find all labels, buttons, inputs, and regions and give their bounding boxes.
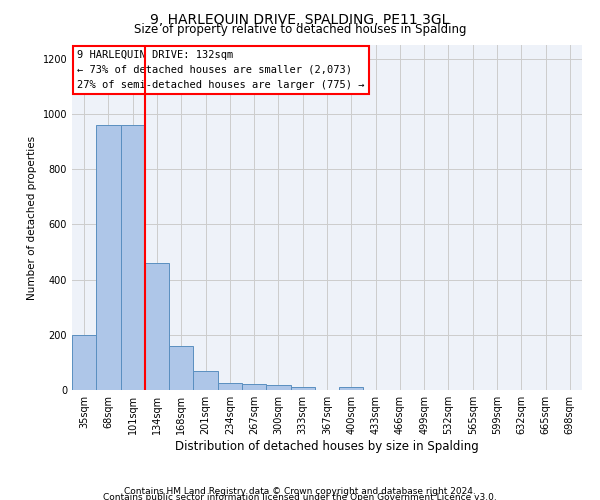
Bar <box>339 387 364 390</box>
X-axis label: Distribution of detached houses by size in Spalding: Distribution of detached houses by size … <box>175 440 479 453</box>
Y-axis label: Number of detached properties: Number of detached properties <box>27 136 37 300</box>
Bar <box>266 385 290 390</box>
Text: 9, HARLEQUIN DRIVE, SPALDING, PE11 3GL: 9, HARLEQUIN DRIVE, SPALDING, PE11 3GL <box>151 12 449 26</box>
Bar <box>218 383 242 390</box>
Bar <box>193 370 218 390</box>
Text: 9 HARLEQUIN DRIVE: 132sqm
← 73% of detached houses are smaller (2,073)
27% of se: 9 HARLEQUIN DRIVE: 132sqm ← 73% of detac… <box>77 50 365 90</box>
Bar <box>145 263 169 390</box>
Bar <box>72 335 96 390</box>
Bar <box>290 387 315 390</box>
Text: Contains HM Land Registry data © Crown copyright and database right 2024.: Contains HM Land Registry data © Crown c… <box>124 487 476 496</box>
Text: Size of property relative to detached houses in Spalding: Size of property relative to detached ho… <box>134 22 466 36</box>
Text: Contains public sector information licensed under the Open Government Licence v3: Contains public sector information licen… <box>103 492 497 500</box>
Bar <box>169 346 193 390</box>
Bar <box>96 125 121 390</box>
Bar <box>242 384 266 390</box>
Bar <box>121 125 145 390</box>
